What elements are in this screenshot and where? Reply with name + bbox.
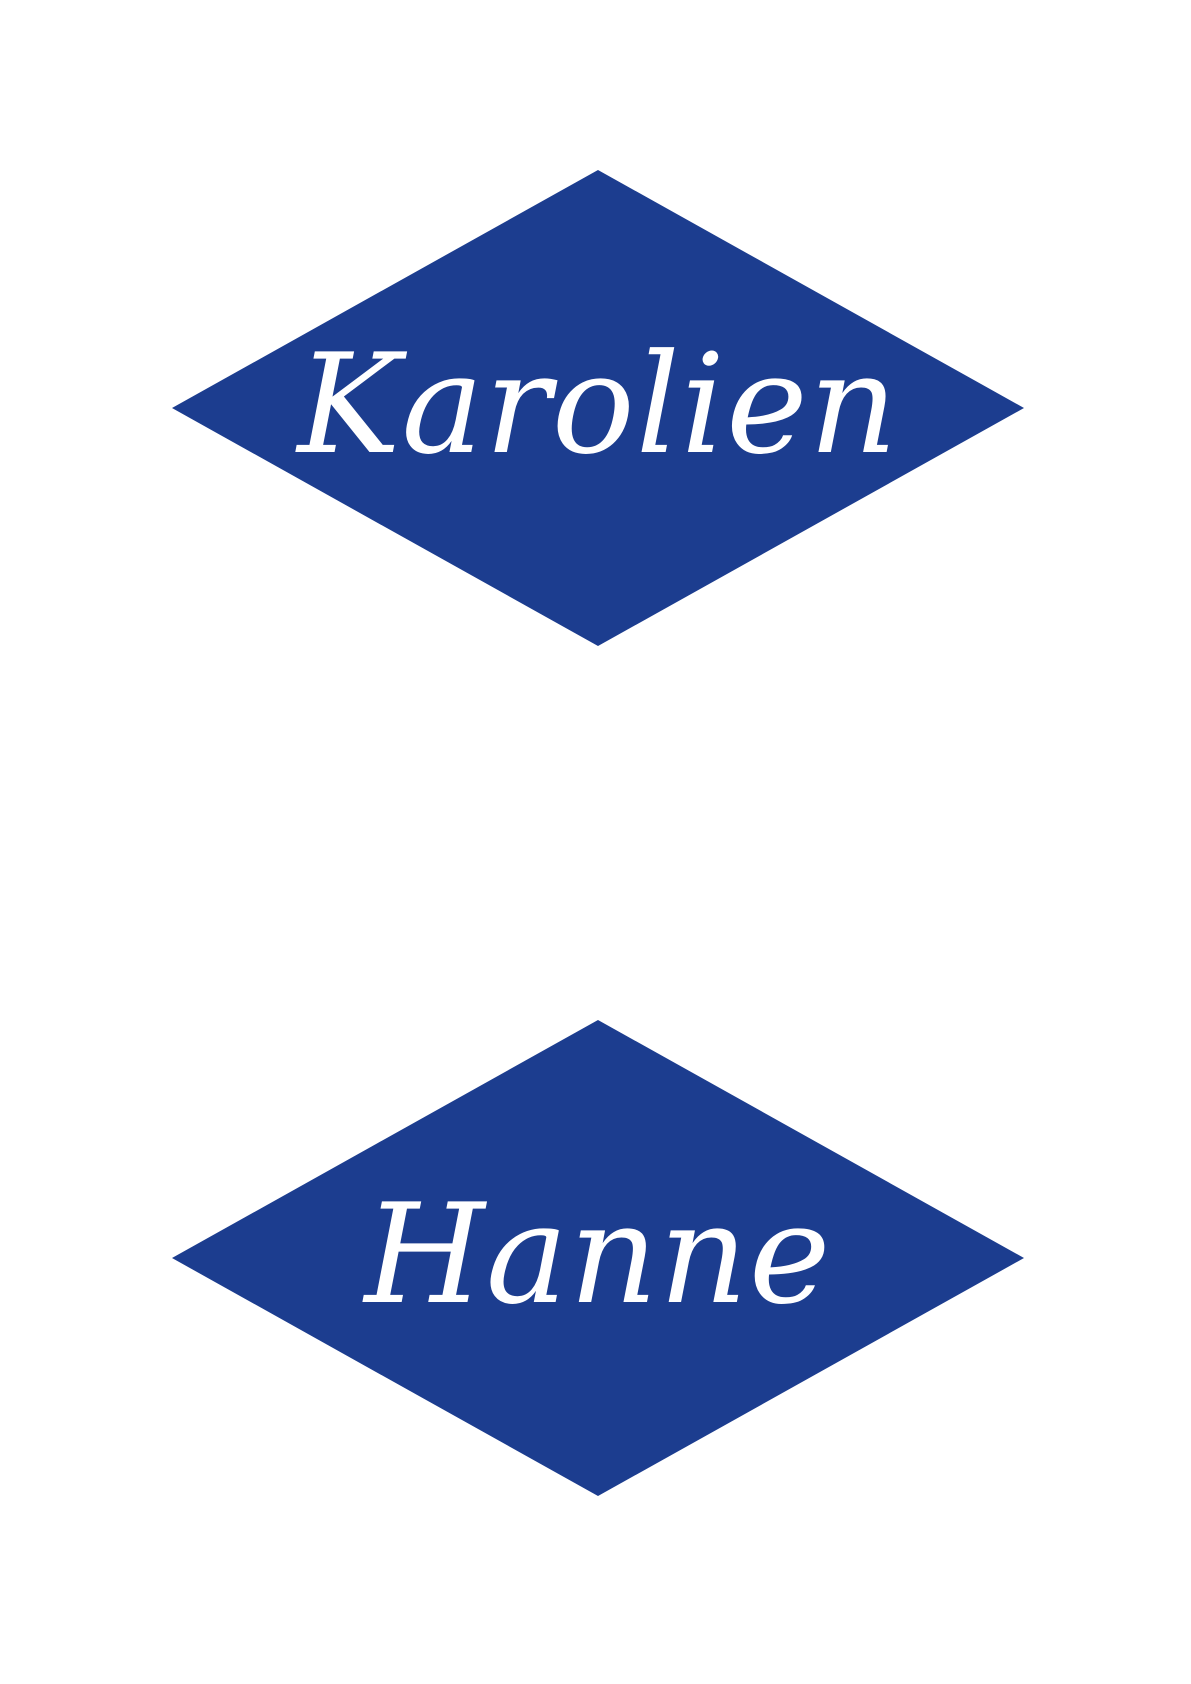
diamond-shape bbox=[172, 170, 1024, 646]
name-card-hanne: Hanne bbox=[172, 1020, 1024, 1496]
card-name: Hanne bbox=[364, 1174, 832, 1335]
card-name: Karolien bbox=[297, 324, 899, 485]
diamond-shape bbox=[172, 1020, 1024, 1496]
name-card-karolien: Karolien bbox=[172, 170, 1024, 646]
